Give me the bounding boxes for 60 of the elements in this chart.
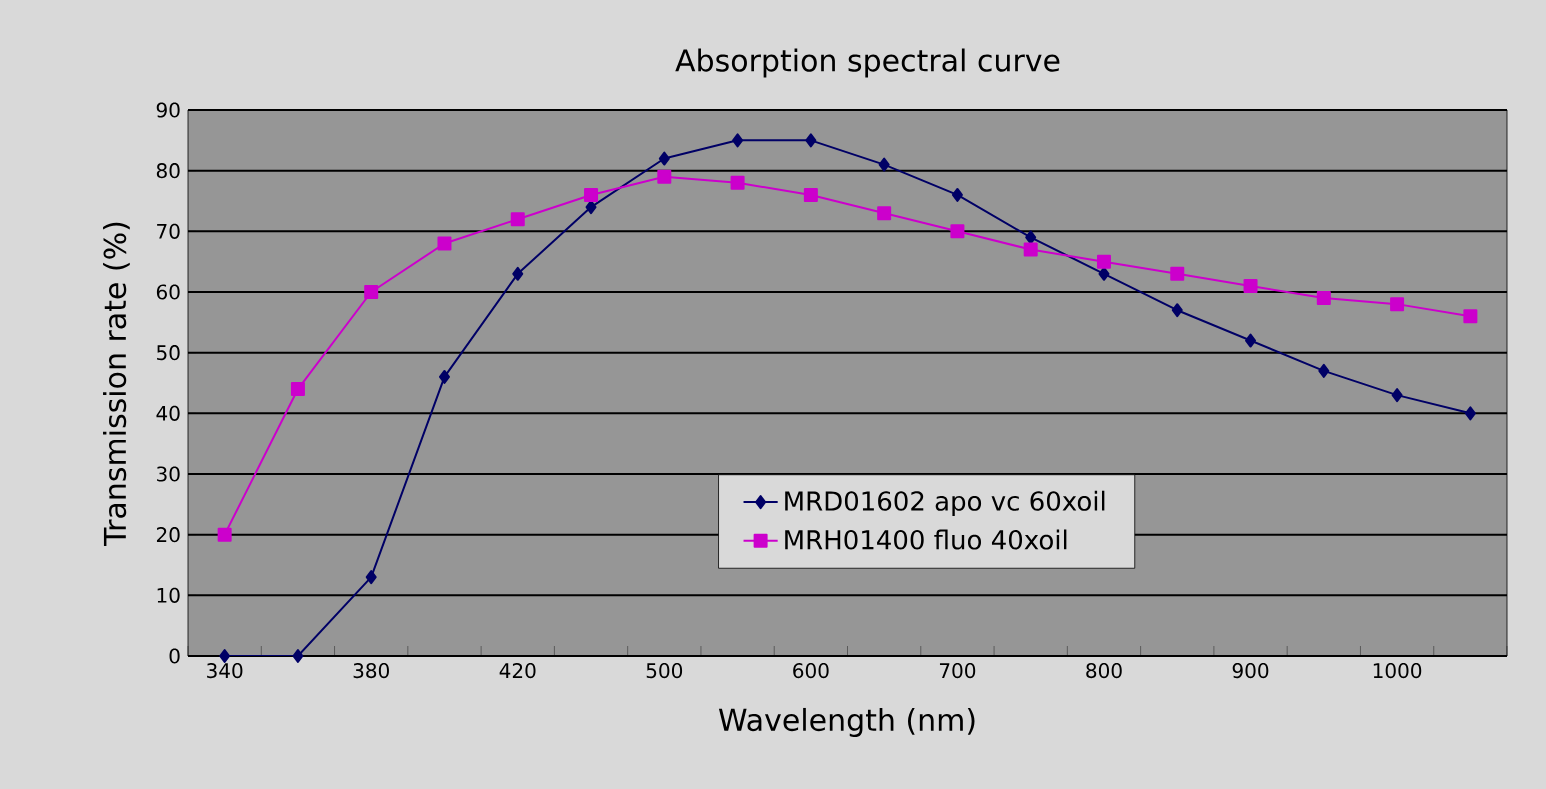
point (1025, 230, 1037, 245)
y-tick-label: 10 (157, 587, 180, 603)
point (1245, 333, 1257, 348)
y-tick-label: 80 (156, 163, 180, 179)
x-tick-label: 420 (499, 663, 536, 679)
point (730, 175, 745, 190)
y-tick-label: 70 (157, 223, 180, 239)
point (512, 266, 524, 281)
point (1463, 309, 1478, 324)
point (585, 200, 597, 215)
point (1170, 266, 1185, 281)
point (219, 649, 231, 663)
point (292, 649, 304, 663)
point (878, 157, 890, 172)
y-tick-label: 0 (169, 648, 180, 664)
point (805, 133, 817, 148)
x-tick-label: 700 (939, 663, 976, 679)
point (290, 382, 305, 397)
chart-title: Absorption spectral curve (675, 48, 1060, 78)
point (732, 133, 744, 148)
point (364, 285, 379, 299)
point (1391, 388, 1403, 403)
x-tick-label: 380 (353, 663, 389, 679)
y-tick-label: 60 (156, 284, 180, 300)
point (951, 187, 963, 202)
point (803, 187, 818, 202)
point (657, 169, 672, 184)
point (1464, 406, 1476, 421)
point (1171, 303, 1183, 318)
x-tick-label: 900 (1232, 663, 1269, 679)
y-tick-label: 40 (156, 405, 180, 421)
point (1098, 266, 1110, 281)
y-tick-label: 90 (156, 102, 180, 118)
y-tick-label: 30 (157, 466, 180, 482)
point (877, 206, 892, 221)
legend-label: MRD01602 apo vc 60xoil (785, 490, 1105, 516)
x-axis-title: Wavelength (nm) (718, 707, 975, 737)
x-tick-label: 800 (1086, 663, 1122, 679)
point (1023, 242, 1038, 257)
point (438, 369, 450, 384)
y-axis-title: Transmission rate (%) (103, 222, 130, 546)
x-tick-label: 1000 (1373, 663, 1422, 679)
point (950, 224, 965, 239)
point (510, 212, 525, 227)
point (1243, 278, 1258, 293)
legend-label: MRH01400 fluo 40xoil (785, 529, 1067, 550)
point (1096, 254, 1111, 269)
point (365, 570, 377, 585)
y-tick-label: 50 (157, 345, 180, 361)
point (1316, 291, 1331, 306)
point (1318, 363, 1330, 378)
point (658, 151, 670, 166)
point (584, 187, 599, 202)
x-tick-label: 600 (793, 663, 829, 679)
x-tick-label: 340 (207, 663, 243, 679)
y-tick-label: 20 (156, 527, 180, 543)
point (437, 236, 452, 251)
point (1390, 297, 1405, 312)
point (217, 527, 232, 542)
x-tick-label: 500 (646, 663, 683, 679)
